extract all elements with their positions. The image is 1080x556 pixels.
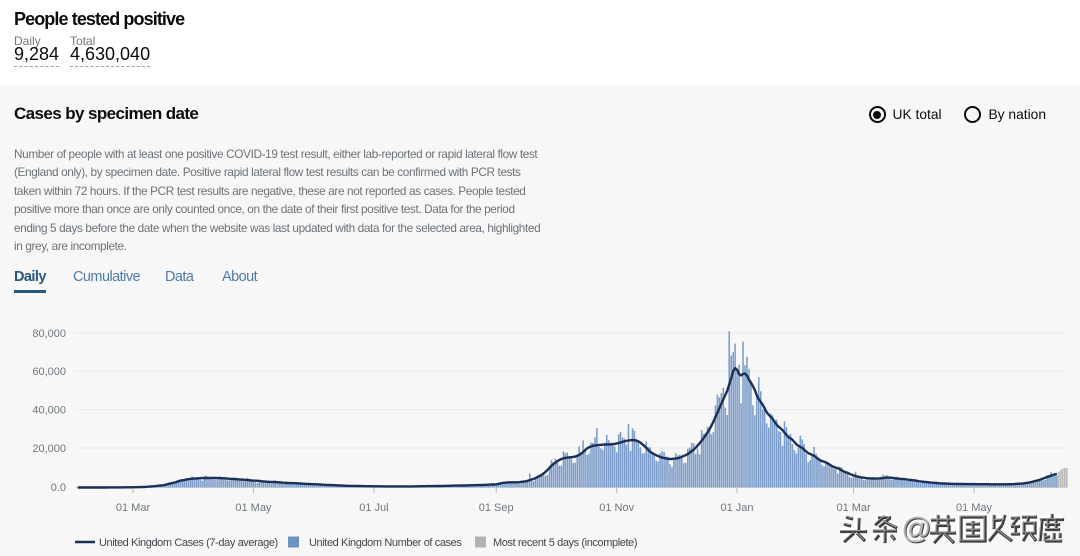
svg-text:01 Nov: 01 Nov [599,502,634,514]
svg-text:0.0: 0.0 [51,482,66,494]
svg-text:United Kingdom Cases (7-day av: United Kingdom Cases (7-day average) [99,537,278,549]
svg-text:@: @ [902,513,932,546]
svg-text:40,000: 40,000 [32,405,66,417]
svg-text:Most recent 5 days (incomplete: Most recent 5 days (incomplete) [493,537,637,549]
svg-text:@: @ [901,512,931,545]
svg-text:01 Jul: 01 Jul [359,502,388,514]
svg-text:@: @ [900,511,930,544]
svg-text:01 May: 01 May [235,502,272,514]
svg-text:01 Mar: 01 Mar [836,502,871,514]
svg-text:United Kingdom Number of cases: United Kingdom Number of cases [309,537,462,549]
svg-text:60,000: 60,000 [32,366,66,378]
svg-text:20,000: 20,000 [32,443,66,455]
svg-text:01 May: 01 May [956,502,993,514]
svg-text:01 Sep: 01 Sep [479,502,514,514]
svg-text:80,000: 80,000 [32,328,66,340]
svg-text:01 Jan: 01 Jan [720,502,753,514]
svg-text:01 Mar: 01 Mar [116,502,151,514]
